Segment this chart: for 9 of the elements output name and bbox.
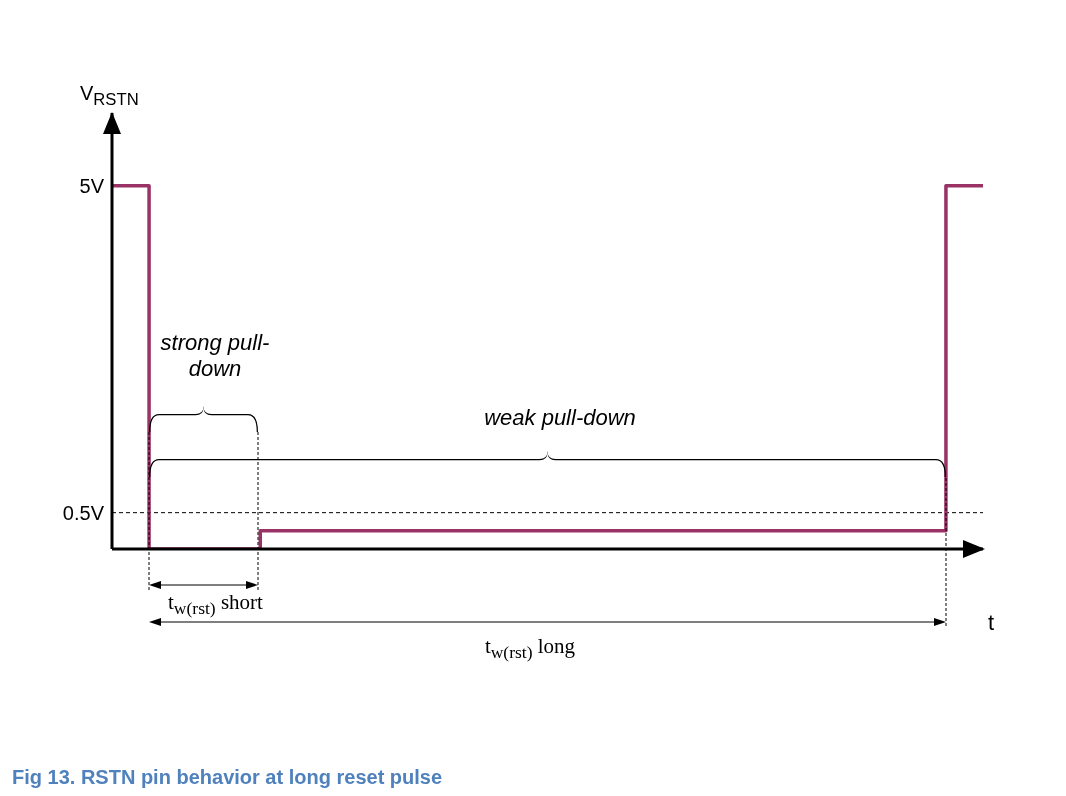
y-tick-label: 5V [79,174,105,197]
y-tick-label: 0.5V [62,501,105,524]
text: Fig 13. RSTN pin behavior at long reset pulse [12,766,443,789]
text: t$_{w(rst)}$ short [168,590,264,620]
annotation: strong pull-down [160,330,270,383]
text: t$_{w(rst)}$ long [483,634,577,664]
y-axis-title: V$_{RSTN}$ [80,82,139,110]
annotation: weak pull-down [483,405,637,432]
x-axis-title: t [988,610,995,636]
